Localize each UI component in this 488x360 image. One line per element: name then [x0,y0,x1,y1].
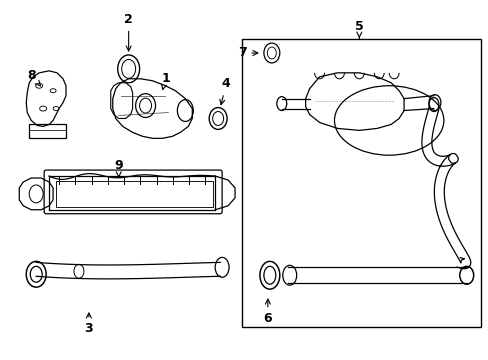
Text: 9: 9 [114,159,123,177]
Text: 4: 4 [220,77,230,105]
Text: 8: 8 [27,69,41,86]
Bar [242,39,480,327]
Bar [56,181,213,207]
Text: 6: 6 [263,299,272,325]
Text: 1: 1 [161,72,169,90]
Text: 5: 5 [354,20,363,38]
Text: 3: 3 [84,313,93,336]
Text: 7: 7 [237,46,257,59]
Text: 2: 2 [124,13,133,51]
